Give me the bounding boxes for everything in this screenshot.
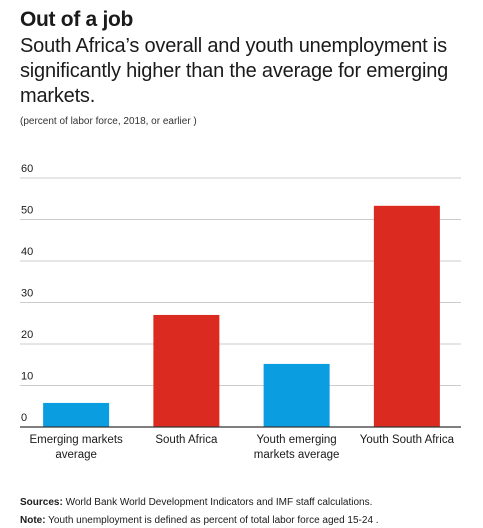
sources-note: Sources: World Bank World Development In…: [20, 497, 372, 509]
y-tick-label: 60: [21, 163, 33, 175]
units-note: (percent of labor force, 2018, or earlie…: [20, 116, 197, 127]
x-tick-label-line: Emerging markets: [29, 434, 123, 446]
y-tick-label: 10: [21, 371, 33, 383]
x-tick-label: South Africa: [155, 434, 218, 446]
x-tick-label: Youth South Africa: [360, 434, 455, 446]
bar: [263, 363, 330, 427]
sources-text: World Bank World Development Indicators …: [62, 497, 373, 508]
bar: [43, 402, 110, 427]
footnote: Note: Youth unemployment is defined as p…: [20, 515, 379, 527]
chart-subtitle: South Africa’s overall and youth unemplo…: [20, 35, 449, 107]
y-tick-label: 0: [21, 412, 27, 424]
bar-chart: 0 10 20 30 40 50 60 Emerging markets average Sout…: [20, 163, 461, 461]
x-tick-label-line: Youth emerging: [257, 434, 337, 446]
x-tick-label: Youth emerging markets average: [254, 434, 340, 461]
bar: [153, 314, 220, 427]
sources-label: Sources:: [20, 497, 63, 508]
x-tick-label-line: Youth South Africa: [360, 434, 455, 446]
y-tick-label: 50: [21, 205, 33, 217]
bar: [373, 205, 440, 427]
x-tick-label-line: average: [55, 449, 97, 461]
note-label: Note:: [20, 515, 46, 526]
x-tick-label-line: South Africa: [155, 434, 218, 446]
y-tick-label: 40: [21, 246, 33, 258]
note-text: Youth unemployment is defined as percent…: [45, 515, 379, 526]
x-tick-label-line: markets average: [254, 449, 340, 461]
y-tick-label: 30: [21, 288, 33, 300]
x-tick-label: Emerging markets average: [29, 434, 123, 461]
chart-title: Out of a job: [20, 8, 134, 31]
y-tick-label: 20: [21, 329, 33, 341]
